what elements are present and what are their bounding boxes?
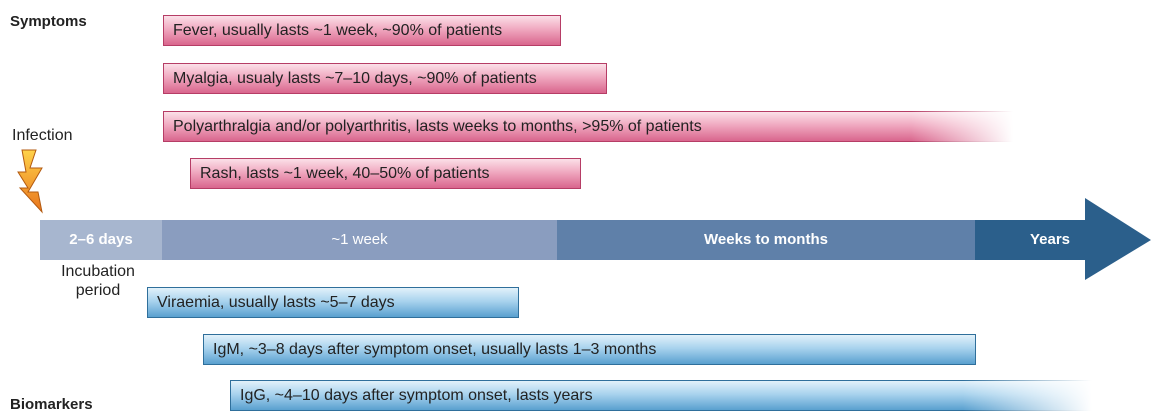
biomarker-bar: Viraemia, usually lasts ~5–7 days [147,287,519,318]
symptom-bar: Rash, lasts ~1 week, 40–50% of patients [190,158,581,189]
symptoms-label: Symptoms [10,13,87,30]
biomarker-bar: IgG, ~4–10 days after symptom onset, las… [230,380,1092,411]
symptom-bar: Polyarthralgia and/or polyarthritis, las… [163,111,1013,142]
timeline-segment: Weeks to months [557,220,975,260]
biomarker-bar: IgM, ~3–8 days after symptom onset, usua… [203,334,976,365]
lightning-icon [17,149,43,214]
timeline-segment: ~1 week [162,220,557,260]
biomarkers-label: Biomarkers [10,396,93,413]
symptom-bar: Fever, usually lasts ~1 week, ~90% of pa… [163,15,561,46]
timeline-segment: 2–6 days [40,220,162,260]
timeline-arrow [975,198,1151,280]
infection-label: Infection [12,127,73,144]
timeline-segment: Years [1029,231,1071,248]
incubation-label: Incubation period [61,263,135,299]
symptom-bar: Myalgia, usualy lasts ~7–10 days, ~90% o… [163,63,607,94]
